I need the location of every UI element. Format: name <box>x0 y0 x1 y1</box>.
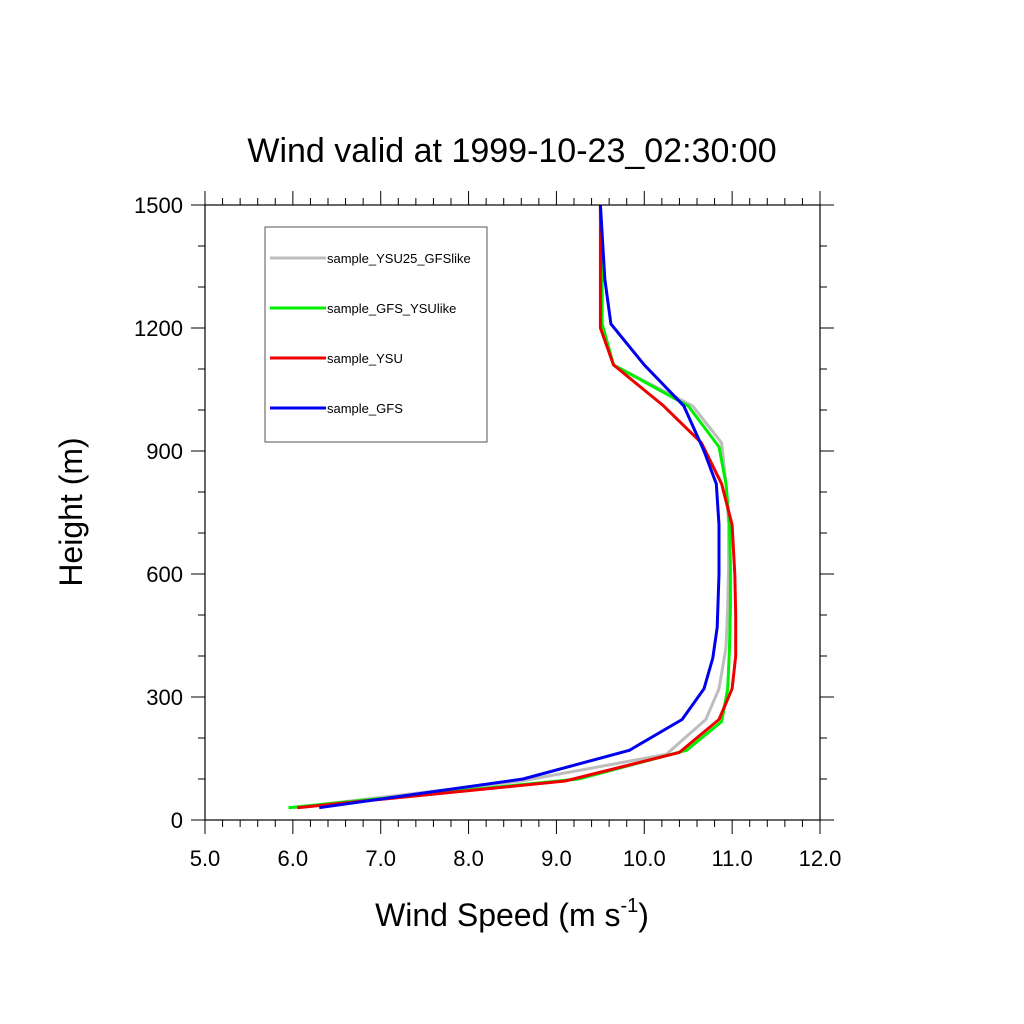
y-tick-label: 900 <box>146 439 183 464</box>
y-tick-label: 600 <box>146 562 183 587</box>
legend-label: sample_GFS <box>327 401 403 416</box>
legend-label: sample_YSU <box>327 351 403 366</box>
x-tick-label: 11.0 <box>712 846 753 871</box>
y-tick-label: 1500 <box>134 193 183 218</box>
axis-ticks <box>191 191 834 834</box>
legend-box <box>264 226 488 443</box>
x-axis-label-sup: -1 <box>620 895 638 917</box>
series-line-sample_GFS <box>318 204 721 810</box>
y-tick-label: 0 <box>171 808 183 833</box>
legend-label: sample_YSU25_GFSlike <box>327 251 471 266</box>
plot-lines <box>288 204 738 810</box>
legend: sample_YSU25_GFSlike sample_GFS_YSUlikesa… <box>264 226 488 443</box>
chart-title: Wind valid at 1999-10-23_02:30:00 <box>247 132 776 170</box>
tick-labels: 5.0 6.0 7.0 8.0 9.0 10.0 11.0 12.0 0 300 600 900 120… <box>134 193 841 871</box>
y-tick-label: 1200 <box>134 316 183 341</box>
x-axis-label-main: Wind Speed (m s <box>375 897 620 933</box>
y-axis-label: Height (m) <box>53 437 89 586</box>
x-tick-label: 5.0 <box>190 846 221 871</box>
x-axis-label: Wind Speed (m s-1) <box>375 895 649 933</box>
x-tick-label: 10.0 <box>623 846 666 871</box>
x-axis-label-close: ) <box>638 897 649 933</box>
x-tick-label: 8.0 <box>453 846 484 871</box>
legend-label: sample_GFS_YSUlike <box>327 301 456 316</box>
y-tick-label: 300 <box>146 685 183 710</box>
x-tick-label: 7.0 <box>365 846 396 871</box>
x-tick-label: 12.0 <box>799 846 842 871</box>
series-line-sample_YSU <box>297 205 738 810</box>
x-tick-label: 6.0 <box>278 846 309 871</box>
plot-frame <box>204 204 821 821</box>
x-tick-label: 9.0 <box>541 846 572 871</box>
